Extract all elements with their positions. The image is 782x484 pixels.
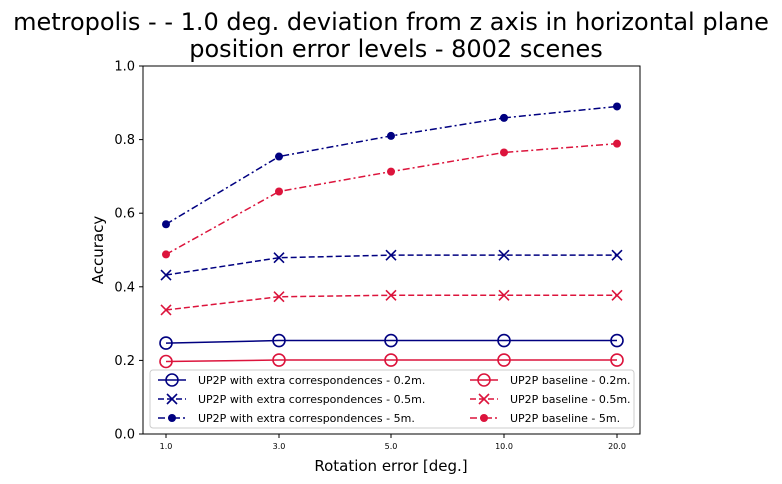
data-point-s4-2-stroke-b xyxy=(385,289,397,301)
data-point-s5-1 xyxy=(275,187,283,196)
data-point-s0-0 xyxy=(159,336,173,350)
data-point-s0-3 xyxy=(497,333,511,348)
legend-marker-5 xyxy=(480,414,488,422)
legend-label-2: UP2P with extra correspondences - 5m. xyxy=(198,412,415,425)
y-tick-label: 0.8 xyxy=(114,133,135,148)
y-tick-label: 0.2 xyxy=(114,354,135,369)
data-point-s4-4 xyxy=(611,289,623,301)
data-point-s5-3 xyxy=(500,148,508,157)
data-point-s4-4-stroke-b xyxy=(611,289,623,301)
data-point-s4-0-stroke-b xyxy=(160,304,172,316)
legend-label-4: UP2P baseline - 0.5m. xyxy=(510,393,631,406)
y-tick-label: 0.4 xyxy=(114,280,135,295)
data-point-s2-0 xyxy=(162,220,170,229)
data-point-s1-1-stroke-b xyxy=(273,252,285,264)
legend-marker-4-stroke-b xyxy=(478,393,490,405)
data-point-s2-2 xyxy=(387,131,395,140)
x-tick-label: 20.0 xyxy=(608,442,626,451)
legend-label-3: UP2P baseline - 0.2m. xyxy=(510,374,631,387)
data-point-s1-4-stroke-b xyxy=(611,249,623,261)
data-point-s3-0 xyxy=(159,354,173,369)
data-point-s0-1 xyxy=(272,333,286,348)
data-point-s2-3 xyxy=(500,113,508,122)
data-point-s5-0 xyxy=(162,250,170,259)
series-line-4 xyxy=(165,294,617,311)
x-tick-label: 5.0 xyxy=(385,442,398,451)
y-axis-label: Accuracy xyxy=(89,216,107,285)
data-point-s2-1 xyxy=(275,152,283,161)
y-tick-label: 0.6 xyxy=(114,207,135,222)
data-point-s5-4 xyxy=(613,139,621,148)
data-point-s5-2 xyxy=(387,167,395,176)
legend: UP2P with extra correspondences - 0.2m. U… xyxy=(149,369,635,429)
series-line-3 xyxy=(165,359,617,363)
series-line-2 xyxy=(165,105,618,225)
legend-marker-1 xyxy=(166,393,178,405)
data-point-s1-2 xyxy=(385,249,397,261)
data-point-s0-2 xyxy=(384,333,398,348)
data-point-s2-4 xyxy=(613,102,621,111)
data-point-s1-0-stroke-b xyxy=(160,269,172,281)
series-line-1 xyxy=(165,254,617,276)
data-point-s1-1 xyxy=(273,252,285,264)
legend-marker-0 xyxy=(165,373,179,387)
series-line-5 xyxy=(165,142,618,256)
data-point-s3-2 xyxy=(384,353,398,367)
data-point-s1-3 xyxy=(498,249,510,261)
y-tick-label: 1.0 xyxy=(114,60,135,75)
data-point-s4-2 xyxy=(385,289,397,301)
legend-label-5: UP2P baseline - 5m. xyxy=(510,412,620,425)
data-point-s3-4 xyxy=(610,353,624,367)
series-line-0 xyxy=(165,339,617,344)
data-point-s0-4 xyxy=(610,333,624,348)
data-point-s1-4 xyxy=(611,249,623,261)
y-tick-label: 0.0 xyxy=(114,428,135,443)
data-point-s4-1-stroke-b xyxy=(273,291,285,303)
data-point-s1-3-stroke-b xyxy=(498,249,510,261)
legend-marker-2 xyxy=(168,414,176,422)
legend-label-1: UP2P with extra correspondences - 0.5m. xyxy=(198,393,425,406)
x-tick-label: 1.0 xyxy=(160,442,173,451)
chart-title-line1: metropolis - - 1.0 deg. deviation from z… xyxy=(13,8,769,36)
x-tick-label: 3.0 xyxy=(273,442,286,451)
plot-area: 0.0 0.2 0.4 0.6 0.8 1.0 1.0 3.0 5.0 10.0 20.0 xyxy=(114,60,641,451)
chart-title-line2: position error levels - 8002 scenes xyxy=(189,35,603,63)
x-tick-label: 10.0 xyxy=(495,442,513,451)
legend-marker-1-stroke-b xyxy=(166,393,178,405)
data-point-s3-1 xyxy=(272,353,286,367)
data-point-s4-1 xyxy=(273,291,285,303)
legend-box xyxy=(149,369,635,429)
data-point-s4-3 xyxy=(498,289,510,301)
data-point-s3-3 xyxy=(497,353,511,367)
data-point-s4-0 xyxy=(160,304,172,316)
data-point-s4-3-stroke-b xyxy=(498,289,510,301)
legend-marker-3 xyxy=(477,373,491,387)
x-axis-label: Rotation error [deg.] xyxy=(314,457,467,475)
legend-label-0: UP2P with extra correspondences - 0.2m. xyxy=(198,374,425,387)
data-point-s1-0 xyxy=(160,269,172,281)
legend-marker-4 xyxy=(478,393,490,405)
data-point-s1-2-stroke-b xyxy=(385,249,397,261)
